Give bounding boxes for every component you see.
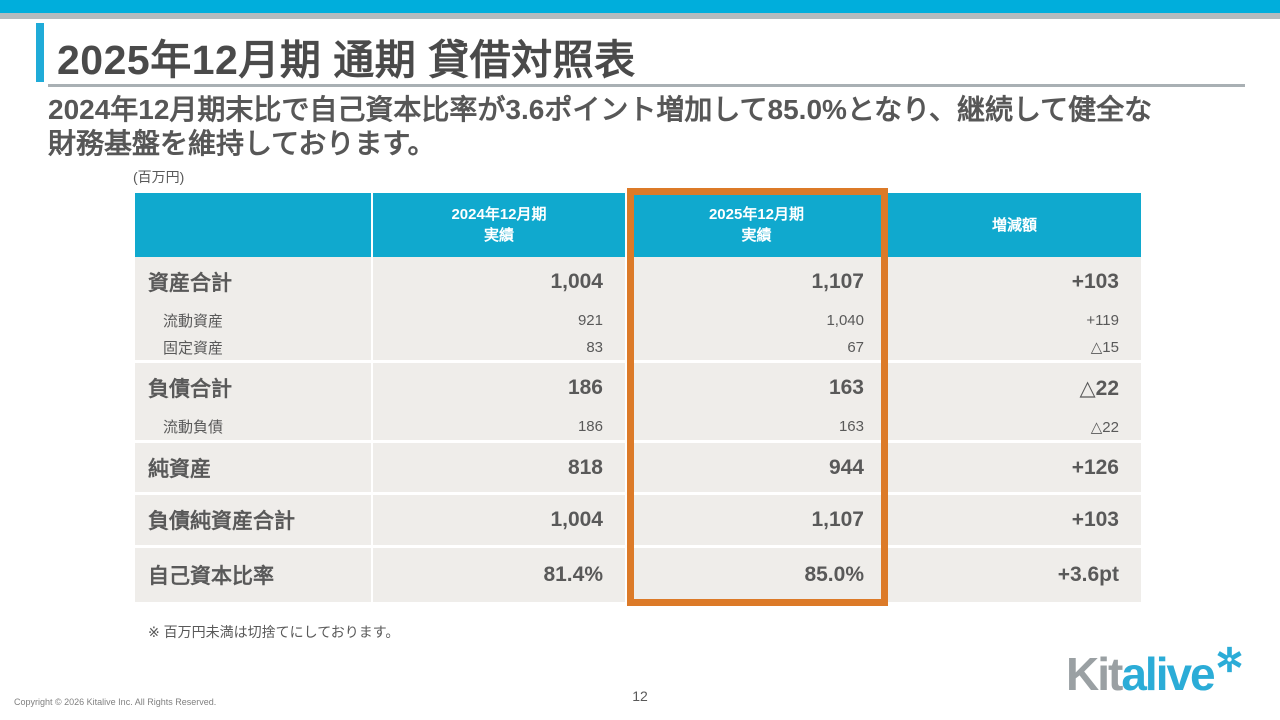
logo-text-kit: Kit [1066, 648, 1123, 700]
value-diff: △15 [888, 334, 1141, 360]
table-group-net-assets: 純資産 818 944 +126 [135, 443, 1141, 492]
row-label: 純資産 [135, 443, 373, 492]
asterisk-icon [1217, 646, 1242, 673]
subtitle-line-1: 2024年12月期末比で自己資本比率が3.6ポイント増加して85.0%となり、継… [48, 94, 1153, 125]
value-diff: △22 [888, 363, 1141, 413]
value-diff: +126 [888, 443, 1141, 492]
row-label: 固定資産 [135, 334, 373, 360]
table-header-row: 2024年12月期 実績 2025年12月期 実績 増減額 [135, 193, 1141, 257]
header-2025-period: 2025年12月期 [708, 206, 805, 223]
value-2024: 1,004 [373, 495, 627, 545]
header-cell-diff: 増減額 [888, 193, 1141, 257]
table-group-liabilities: 負債合計 186 163 △22 流動負債 186 163 △22 [135, 363, 1141, 440]
balance-sheet-table: 2024年12月期 実績 2025年12月期 実績 増減額 資産合計 1,004… [135, 193, 1141, 602]
table-group-equity-ratio: 自己資本比率 81.4% 85.0% +3.6pt [135, 548, 1141, 602]
value-2024: 186 [373, 413, 627, 440]
value-2025: 163 [627, 363, 888, 413]
row-label: 負債合計 [135, 363, 373, 413]
table-row: 負債合計 186 163 △22 [135, 363, 1141, 413]
header-cell-2025: 2025年12月期 実績 [627, 193, 888, 257]
header-2024-period: 2024年12月期 [451, 206, 547, 223]
row-label: 流動負債 [135, 413, 373, 440]
table-row: 自己資本比率 81.4% 85.0% +3.6pt [135, 548, 1141, 602]
table-row: 負債純資産合計 1,004 1,107 +103 [135, 495, 1141, 545]
unit-label: (百万円) [133, 169, 185, 185]
value-2025: 1,107 [627, 495, 888, 545]
header-cell-empty [135, 193, 373, 257]
header-2024-actual: 実績 [483, 227, 514, 244]
value-2025: 944 [627, 443, 888, 492]
page-title: 2025年12月期 通期 貸借対照表 [57, 37, 636, 83]
top-gray-bar [0, 13, 1280, 19]
value-2025: 85.0% [627, 548, 888, 602]
kitalive-logo: Kit alive [1066, 646, 1243, 700]
value-2025: 1,107 [627, 257, 888, 307]
value-diff: +103 [888, 257, 1141, 307]
logo-text-alive: alive [1121, 648, 1215, 700]
table-row: 流動資産 921 1,040 +119 [135, 307, 1141, 334]
value-diff: +119 [888, 307, 1141, 334]
value-2024: 1,004 [373, 257, 627, 307]
value-diff: △22 [888, 413, 1141, 440]
row-label: 流動資産 [135, 307, 373, 334]
top-cyan-bar [0, 0, 1280, 13]
value-2025: 67 [627, 334, 888, 360]
subtitle-line-2: 財務基盤を維持しております。 [48, 128, 436, 159]
value-2024: 186 [373, 363, 627, 413]
value-diff: +3.6pt [888, 548, 1141, 602]
table-row: 資産合計 1,004 1,107 +103 [135, 257, 1141, 307]
value-2024: 818 [373, 443, 627, 492]
header-2025-actual: 実績 [741, 227, 772, 244]
table-group-total: 負債純資産合計 1,004 1,107 +103 [135, 495, 1141, 545]
title-underline [48, 84, 1245, 87]
value-2024: 81.4% [373, 548, 627, 602]
footnote: ※ 百万円未満は切捨てにしております。 [148, 624, 400, 640]
row-label: 資産合計 [135, 257, 373, 307]
page-number: 12 [632, 688, 648, 704]
copyright-text: Copyright © 2026 Kitalive Inc. All Right… [14, 697, 217, 707]
value-2025: 1,040 [627, 307, 888, 334]
table-group-assets: 資産合計 1,004 1,107 +103 流動資産 921 1,040 +11… [135, 257, 1141, 360]
table-row: 純資産 818 944 +126 [135, 443, 1141, 492]
title-accent-bar [36, 23, 44, 82]
slide-subtitle: 2024年12月期末比で自己資本比率が3.6ポイント増加して85.0%となり、継… [48, 93, 1258, 161]
row-label: 自己資本比率 [135, 548, 373, 602]
value-2025: 163 [627, 413, 888, 440]
table-row: 流動負債 186 163 △22 [135, 413, 1141, 440]
value-diff: +103 [888, 495, 1141, 545]
table-row: 固定資産 83 67 △15 [135, 334, 1141, 360]
row-label: 負債純資産合計 [135, 495, 373, 545]
value-2024: 83 [373, 334, 627, 360]
header-cell-2024: 2024年12月期 実績 [373, 193, 627, 257]
value-2024: 921 [373, 307, 627, 334]
